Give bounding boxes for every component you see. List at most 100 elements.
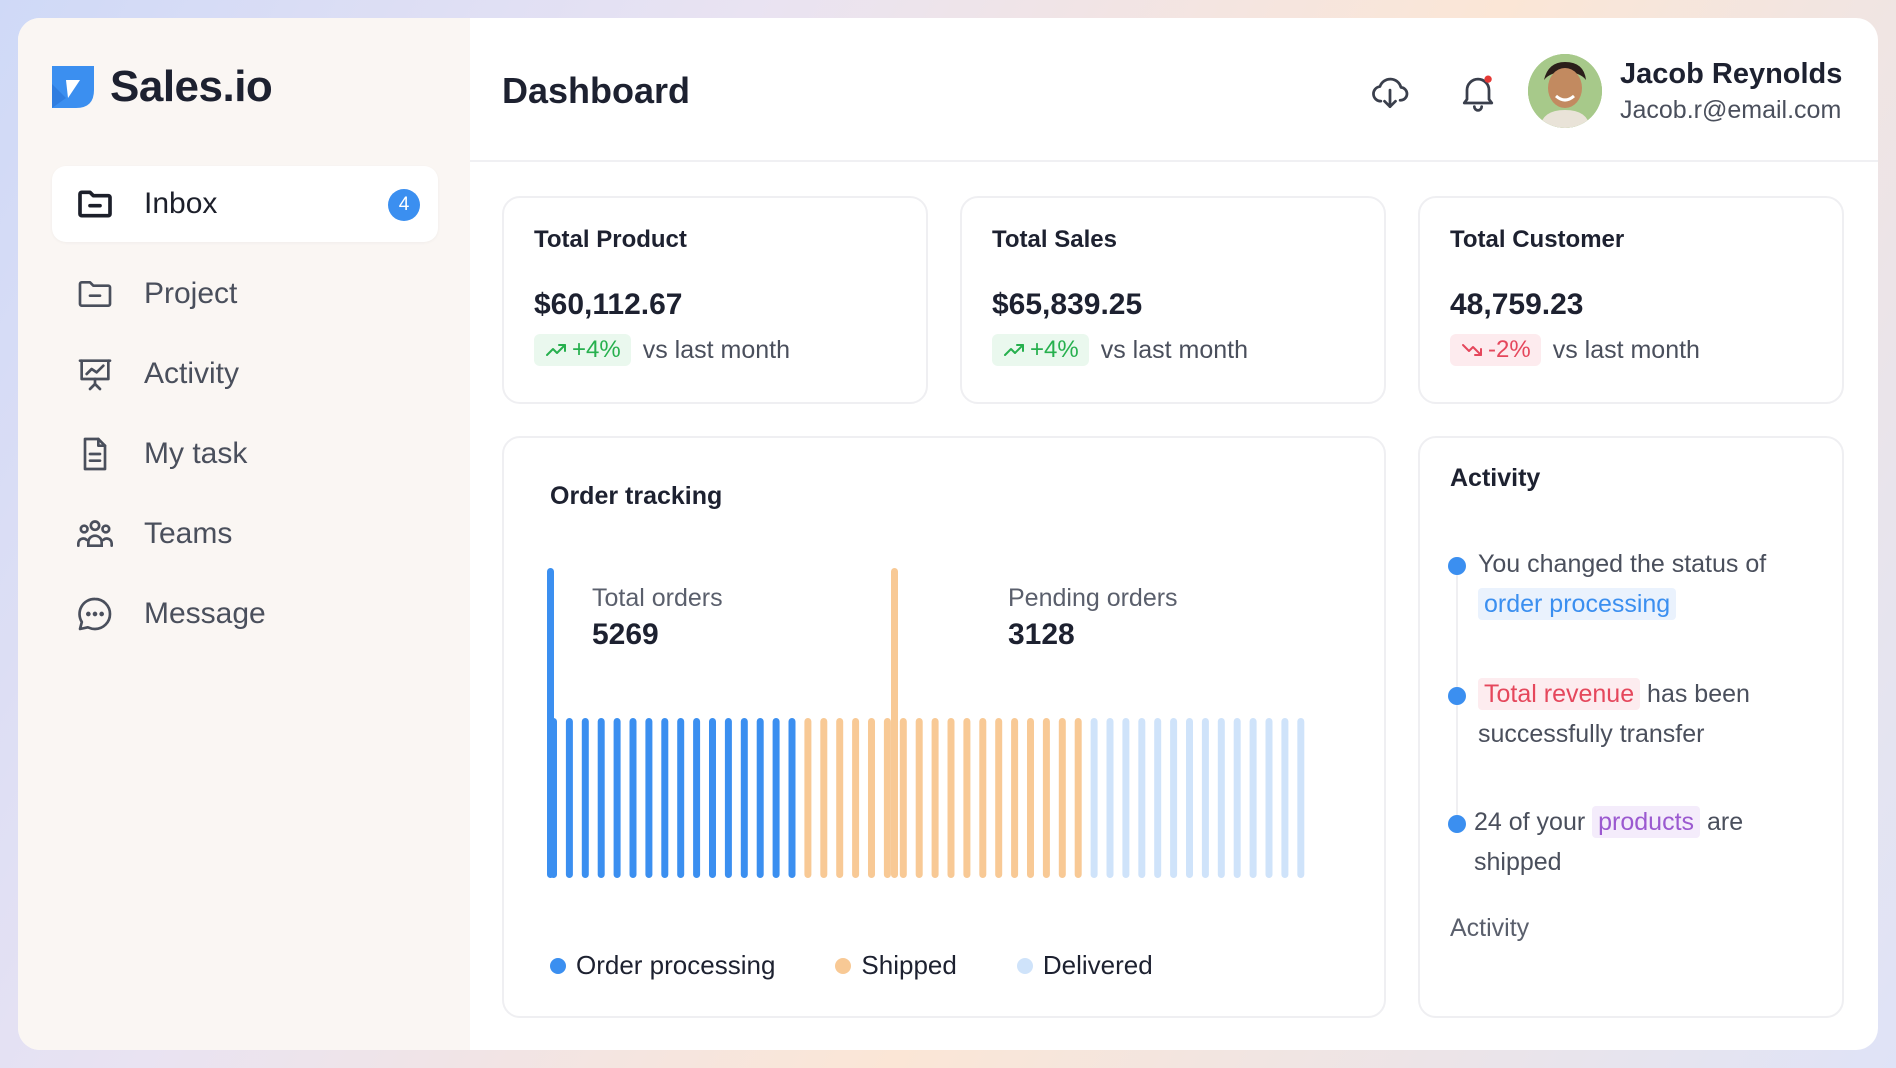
stat-change-chip: -2%	[1450, 334, 1541, 366]
pending-orders-label: Pending orders	[1008, 584, 1178, 612]
order-bar	[1122, 718, 1130, 878]
stat-title: Total Product	[534, 226, 687, 253]
page-title: Dashboard	[502, 70, 691, 111]
order-bar	[1106, 718, 1114, 878]
legend-dot	[835, 957, 852, 974]
order-bar	[613, 718, 621, 878]
stat-sub: vs last month	[1100, 335, 1248, 364]
order-bar	[1186, 718, 1193, 878]
activity-highlight[interactable]: order processing	[1478, 588, 1677, 620]
order-bar	[979, 718, 987, 878]
legend-dot	[1016, 957, 1033, 974]
order-tracking-card: Order tracking Total orders 5269 Pending…	[502, 436, 1386, 1018]
order-marker-line	[547, 568, 554, 878]
order-bar	[963, 718, 971, 878]
bell-icon[interactable]	[1456, 70, 1500, 114]
activity-item: 24 of your products are shipped	[1448, 802, 1808, 882]
activity-footer-link[interactable]: Activity	[1450, 914, 1530, 942]
activity-highlight[interactable]: Total revenue	[1478, 678, 1641, 710]
activity-card: Activity You changed the status of order…	[1418, 436, 1844, 1018]
user-name: Jacob Reynolds	[1620, 58, 1843, 90]
trend-up-icon	[1004, 344, 1024, 356]
order-bars-chart	[547, 568, 1305, 878]
order-bar	[645, 718, 653, 878]
stat-value: $65,839.25	[992, 288, 1143, 321]
avatar[interactable]	[1528, 54, 1602, 128]
activity-item: You changed the status of order processi…	[1448, 544, 1808, 624]
sidebar-item-label: Message	[144, 597, 266, 630]
timeline-dot	[1448, 557, 1466, 575]
stat-change-value: +4%	[572, 336, 621, 363]
legend-label: Shipped	[861, 950, 957, 980]
sidebar-nav: Inbox 4 Project	[52, 166, 438, 656]
order-bar	[581, 718, 589, 878]
app-window: Sales.io Inbox 4	[18, 18, 1878, 1050]
legend-item-shipped: Shipped	[835, 950, 957, 981]
total-orders-value: 5269	[592, 618, 659, 651]
legend-item-delivered: Delivered	[1016, 950, 1153, 981]
order-bar	[1233, 718, 1241, 878]
order-bar	[693, 718, 701, 878]
order-bar	[1249, 718, 1257, 878]
sidebar-item-label: Teams	[144, 517, 233, 550]
order-bar	[1090, 718, 1098, 878]
stat-sub: vs last month	[1552, 335, 1700, 364]
stat-title: Total Customer	[1450, 226, 1625, 253]
order-bar	[1265, 718, 1273, 878]
users-icon	[74, 513, 116, 555]
order-bar	[915, 718, 923, 878]
trend-up-icon	[546, 344, 566, 356]
trend-down-icon	[1462, 344, 1482, 356]
logo-icon	[52, 66, 94, 108]
cloud-download-icon[interactable]	[1368, 70, 1412, 114]
order-bar	[1027, 718, 1034, 878]
order-bar	[836, 718, 844, 878]
sidebar: Sales.io Inbox 4	[18, 18, 470, 1050]
total-orders-label: Total orders	[592, 584, 723, 612]
main-content: Dashboard	[470, 18, 1878, 1050]
order-bar	[1297, 718, 1305, 878]
stat-title: Total Sales	[992, 226, 1117, 253]
legend-label: Delivered	[1042, 950, 1153, 980]
activity-text: are shipped	[1474, 808, 1744, 876]
pending-orders-value: 3128	[1008, 618, 1075, 651]
activity-title: Activity	[1450, 464, 1541, 492]
logo[interactable]: Sales.io	[48, 62, 273, 112]
legend-label: Order processing	[576, 950, 776, 980]
order-bar	[1058, 718, 1066, 878]
folder-icon	[74, 183, 116, 225]
stat-change-row: -2% vs last month	[1450, 334, 1700, 366]
stat-change-row: +4% vs last month	[534, 334, 790, 366]
order-bar	[1138, 718, 1146, 878]
order-bar	[1281, 718, 1289, 878]
sidebar-item-teams[interactable]: Teams	[52, 496, 438, 572]
order-bar	[947, 718, 955, 878]
order-bar	[677, 718, 685, 878]
order-bar	[804, 718, 812, 878]
legend-item-processing: Order processing	[550, 950, 775, 981]
chat-bubble-icon	[74, 593, 116, 635]
legend-dot	[550, 957, 566, 974]
order-bar	[597, 718, 605, 878]
stat-change-value: -2%	[1488, 336, 1531, 363]
sidebar-item-message[interactable]: Message	[52, 576, 438, 652]
sidebar-item-project[interactable]: Project	[52, 256, 438, 332]
order-bar	[1217, 718, 1225, 878]
sidebar-item-inbox[interactable]: Inbox 4	[52, 166, 438, 242]
folder-minus-icon	[74, 273, 116, 315]
activity-text: has been successfully transfer	[1478, 680, 1750, 748]
sidebar-item-my-task[interactable]: My task	[52, 416, 438, 492]
order-bar	[1074, 718, 1082, 878]
order-bar	[661, 718, 669, 878]
order-bar	[1154, 718, 1162, 878]
user-email: Jacob.r@email.com	[1620, 96, 1842, 124]
order-bar	[1042, 718, 1050, 878]
sidebar-item-activity[interactable]: Activity	[52, 336, 438, 412]
sidebar-item-label: Inbox	[144, 187, 218, 220]
order-bar	[1170, 718, 1178, 878]
order-bar	[868, 718, 875, 878]
activity-highlight[interactable]: products	[1592, 806, 1701, 838]
stat-card-total-customer: Total Customer 48,759.23 -2% vs last mon…	[1418, 196, 1844, 404]
timeline-dot	[1448, 815, 1466, 833]
stat-change-row: +4% vs last month	[992, 334, 1248, 366]
